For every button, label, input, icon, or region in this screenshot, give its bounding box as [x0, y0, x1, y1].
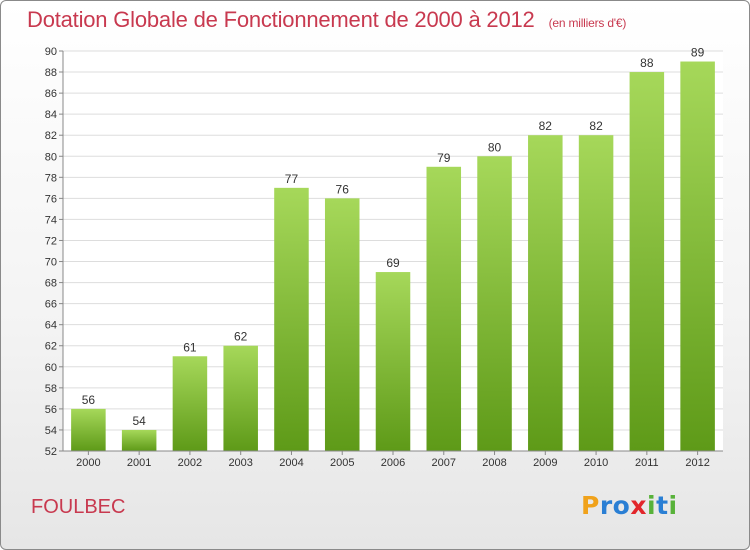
logo-letter: t — [656, 491, 669, 520]
bar-2010 — [578, 135, 614, 452]
value-labels-group: 56 54 61 62 77 76 69 79 80 82 82 88 89 — [82, 46, 705, 428]
y-tick-label: 64 — [45, 320, 57, 332]
logo-letter: r — [599, 491, 613, 520]
x-tick-label-2005: 2005 — [330, 457, 354, 469]
value-label-2002: 61 — [183, 340, 197, 354]
value-label-2010: 82 — [589, 119, 603, 133]
x-tick-label-2000: 2000 — [76, 457, 100, 469]
bar-2007 — [426, 166, 462, 451]
x-axis: 2000 2001 2002 2003 2004 2005 2006 2007 2008 2009… — [63, 450, 723, 469]
y-tick-label: 56 — [45, 404, 57, 416]
logo-letter: i — [668, 491, 678, 520]
x-tick-label-2004: 2004 — [279, 457, 303, 469]
y-tick-label: 70 — [45, 257, 57, 269]
value-label-2005: 76 — [336, 182, 350, 196]
value-label-2012: 89 — [691, 46, 705, 60]
x-tick-label-2002: 2002 — [178, 457, 202, 469]
y-tick-label: 84 — [45, 109, 57, 121]
y-tick-label: 72 — [45, 235, 57, 247]
y-tick-label: 82 — [45, 130, 57, 142]
logo-letter: o — [612, 491, 631, 520]
chart-subtitle: (en milliers d'€) — [548, 16, 627, 30]
bar-2003 — [223, 345, 258, 451]
x-tick-label-2012: 2012 — [685, 457, 709, 469]
value-label-2008: 80 — [488, 140, 502, 154]
y-tick-label: 78 — [45, 172, 57, 184]
value-label-2003: 62 — [234, 330, 248, 344]
x-tick-label-2010: 2010 — [584, 457, 608, 469]
x-tick-label-2011: 2011 — [635, 457, 659, 469]
value-label-2004: 77 — [285, 172, 299, 186]
chart-title: Dotation Globale de Fonctionnement de 20… — [27, 7, 626, 33]
city-name: FOULBEC — [31, 496, 126, 518]
x-tick-label-2009: 2009 — [533, 457, 557, 469]
bar-2002 — [172, 356, 208, 451]
x-tick-label-2003: 2003 — [228, 457, 252, 469]
value-label-2009: 82 — [539, 119, 553, 133]
bar-2011 — [629, 72, 665, 451]
bars-group — [71, 61, 715, 452]
y-tick-label: 80 — [45, 151, 57, 163]
y-tick-label: 90 — [45, 46, 57, 58]
y-tick-label: 86 — [45, 88, 57, 100]
y-tick-label: 76 — [45, 193, 57, 205]
y-tick-label: 58 — [45, 383, 57, 395]
value-label-2011: 88 — [640, 56, 654, 70]
logo-letter: P — [581, 491, 600, 520]
x-tick-label-2001: 2001 — [127, 457, 151, 469]
bar-2005 — [324, 198, 360, 451]
x-tick-label-2007: 2007 — [432, 457, 456, 469]
value-label-2000: 56 — [82, 393, 96, 407]
y-tick-label: 60 — [45, 362, 57, 374]
y-tick-label: 68 — [45, 278, 57, 290]
bar-2012 — [680, 61, 715, 452]
y-tick-label: 52 — [45, 446, 57, 458]
value-label-2006: 69 — [386, 256, 400, 270]
value-label-2007: 79 — [437, 151, 451, 165]
bar-2001 — [121, 429, 157, 451]
y-tick-label: 62 — [45, 341, 57, 353]
logo-letter: i — [647, 491, 657, 520]
x-tick-label-2006: 2006 — [381, 457, 405, 469]
bar-2000 — [71, 408, 106, 451]
y-tick-label: 54 — [45, 425, 57, 437]
bar-2008 — [477, 156, 512, 451]
proxiti-logo: Proxiti — [581, 491, 678, 520]
value-label-2001: 54 — [132, 414, 146, 428]
y-tick-label: 88 — [45, 67, 57, 79]
x-tick-label-2008: 2008 — [482, 457, 506, 469]
y-tick-label: 66 — [45, 299, 57, 311]
y-tick-label: 74 — [45, 214, 57, 226]
bar-2004 — [274, 187, 309, 451]
y-axis: 52 54 56 58 60 62 64 66 68 70 72 74 76 78 80 82 84 86 88 90 — [45, 46, 64, 458]
logo-letter: x — [630, 491, 647, 520]
bar-2006 — [375, 272, 411, 451]
bar-2009 — [528, 135, 563, 452]
chart-title-text: Dotation Globale de Fonctionnement de 20… — [27, 7, 535, 32]
